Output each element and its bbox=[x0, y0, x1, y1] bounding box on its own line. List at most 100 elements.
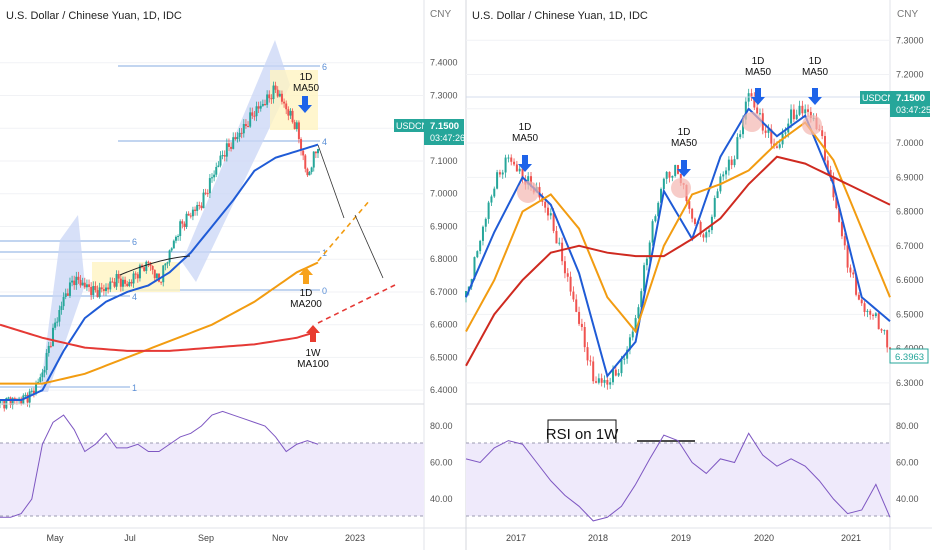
candle-body bbox=[809, 111, 812, 119]
x-tick-label: 2023 bbox=[345, 533, 365, 543]
y-tick-label: 6.6000 bbox=[896, 275, 924, 285]
y-tick-label: 7.3000 bbox=[430, 90, 458, 100]
ma50-arrow-icon bbox=[751, 88, 765, 105]
candle-body bbox=[490, 196, 493, 203]
candle-body bbox=[172, 240, 175, 249]
candle-body bbox=[247, 126, 250, 128]
candle-body bbox=[287, 109, 290, 116]
candle-body bbox=[291, 110, 294, 123]
candle-body bbox=[852, 272, 855, 275]
candle-body bbox=[640, 291, 643, 308]
candle-body bbox=[829, 169, 832, 177]
candle-body bbox=[251, 112, 254, 116]
candle-body bbox=[857, 294, 860, 300]
rsi-tick-label: 60.00 bbox=[430, 458, 453, 468]
projection-arrow-1 bbox=[317, 144, 345, 219]
candle-body bbox=[300, 139, 303, 151]
candle-body bbox=[30, 390, 33, 392]
candle-body bbox=[617, 373, 620, 376]
candle-body bbox=[35, 383, 38, 394]
candle-body bbox=[295, 122, 298, 129]
y-tick-label: 7.4000 bbox=[430, 58, 458, 68]
right-countdown: 03:47:25 bbox=[896, 105, 931, 115]
x-tick-label: Jul bbox=[124, 533, 136, 543]
candle-body bbox=[614, 369, 617, 376]
candle-body bbox=[317, 148, 319, 154]
candle-body bbox=[730, 159, 733, 166]
candle-body bbox=[637, 307, 640, 319]
x-tick-label: 2018 bbox=[588, 533, 608, 543]
ma200-line bbox=[0, 261, 319, 385]
candle-body bbox=[302, 150, 305, 156]
projection-arrow-2 bbox=[354, 214, 384, 279]
candle-body bbox=[527, 176, 530, 185]
candle-body bbox=[145, 261, 148, 271]
candle-body bbox=[223, 155, 226, 157]
left-candles bbox=[0, 81, 319, 412]
candle-body bbox=[47, 345, 50, 353]
candle-body bbox=[603, 379, 606, 383]
ma50-label-2-line: 1D bbox=[678, 127, 691, 138]
ma50-arrow-icon bbox=[518, 155, 532, 172]
candle-body bbox=[725, 170, 728, 175]
candle-body bbox=[869, 310, 872, 315]
candle-body bbox=[0, 400, 1, 404]
candle-body bbox=[107, 287, 110, 290]
candle-body bbox=[73, 280, 76, 286]
candle-body bbox=[821, 130, 824, 137]
candle-body bbox=[111, 281, 114, 283]
candle-body bbox=[549, 213, 552, 216]
candle-body bbox=[795, 114, 798, 120]
candle-body bbox=[266, 94, 269, 105]
candle-body bbox=[194, 209, 197, 211]
candle-body bbox=[727, 159, 730, 171]
candle-body bbox=[238, 132, 241, 137]
candle-body bbox=[289, 110, 292, 116]
candle-body bbox=[739, 134, 742, 138]
x-tick-label: 2021 bbox=[841, 533, 861, 543]
candle-body bbox=[196, 205, 199, 211]
candle-body bbox=[268, 94, 271, 99]
candle-body bbox=[487, 202, 490, 219]
candle-body bbox=[889, 347, 891, 350]
rsi-line bbox=[465, 432, 891, 522]
candle-body bbox=[742, 119, 745, 135]
ma50-label-3-line: MA50 bbox=[745, 67, 772, 78]
candle-body bbox=[668, 171, 671, 178]
candle-body bbox=[81, 282, 84, 286]
candle-body bbox=[26, 394, 29, 403]
rsi-on-1w-label: RSI on 1W bbox=[546, 426, 619, 443]
right-price-value: 7.1500 bbox=[896, 93, 925, 104]
candle-body bbox=[128, 281, 131, 287]
candle-body bbox=[790, 109, 793, 124]
candle-body bbox=[626, 349, 629, 359]
candle-body bbox=[149, 262, 152, 267]
y-tick-label: 6.5000 bbox=[430, 352, 458, 362]
candle-body bbox=[130, 281, 133, 284]
right-rsi-panel: 80.00 60.00 40.00 bbox=[465, 421, 919, 522]
candle-body bbox=[592, 361, 595, 382]
fib-level-label: 4 bbox=[322, 137, 327, 147]
left-price-badge bbox=[424, 119, 464, 145]
candle-body bbox=[121, 279, 124, 287]
candle-body bbox=[151, 266, 154, 270]
candle-body bbox=[261, 104, 264, 106]
candle-body bbox=[54, 322, 57, 328]
ma50-label-3-line: 1D bbox=[752, 56, 765, 67]
candle-body bbox=[109, 281, 112, 290]
candle-body bbox=[64, 293, 67, 298]
ma50-label-3: 1D MA50 bbox=[745, 56, 772, 78]
ma50-touch-highlight bbox=[517, 181, 539, 203]
candle-body bbox=[232, 137, 235, 149]
candle-body bbox=[775, 146, 778, 148]
candle-body bbox=[770, 129, 773, 144]
candle-body bbox=[5, 398, 8, 409]
candle-body bbox=[807, 109, 810, 112]
candle-body bbox=[202, 192, 205, 209]
candle-body bbox=[583, 326, 586, 348]
candle-body bbox=[580, 323, 583, 327]
fib-level-label: 1 bbox=[132, 383, 137, 393]
candle-body bbox=[257, 106, 260, 109]
candle-body bbox=[138, 265, 141, 279]
candle-body bbox=[722, 174, 725, 177]
